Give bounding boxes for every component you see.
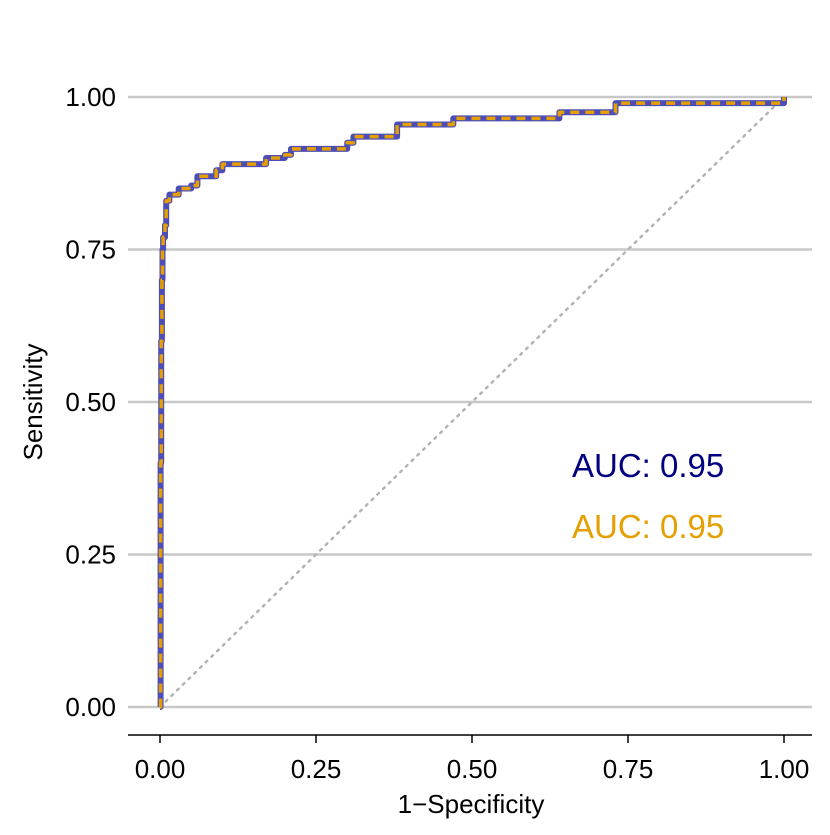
x-tick-label: 0.50: [447, 754, 498, 784]
x-axis-label: 1−Specificity: [398, 789, 545, 819]
y-tick-label: 1.00: [65, 82, 116, 112]
x-tick-label: 0.75: [603, 754, 654, 784]
roc-series-group: [157, 97, 787, 710]
axes: 0.00 0.25 0.50 0.75 1.00 0.00 0.25 0.50 0.75 1.0…: [65, 82, 812, 784]
y-tick-label: 0.00: [65, 692, 116, 722]
x-tick-label: 1.00: [759, 754, 810, 784]
grid-lines: [128, 95, 812, 709]
x-axis-ticks: 0.00 0.25 0.50 0.75 1.00: [135, 735, 810, 784]
auc-annotation-model-2: AUC: 0.95: [572, 508, 724, 545]
y-tick-label: 0.50: [65, 387, 116, 417]
roc-curve-2: [158, 97, 786, 709]
chance-diagonal-line: [158, 95, 786, 709]
y-axis-label: Sensitivity: [18, 343, 48, 460]
x-tick-label: 0.25: [291, 754, 342, 784]
y-tick-label: 0.75: [65, 235, 116, 265]
y-tick-label: 0.25: [65, 540, 116, 570]
x-tick-label: 0.00: [135, 754, 186, 784]
y-axis-ticks: 0.00 0.25 0.50 0.75 1.00: [65, 82, 116, 722]
auc-annotation-model-1: AUC: 0.95: [572, 447, 724, 484]
